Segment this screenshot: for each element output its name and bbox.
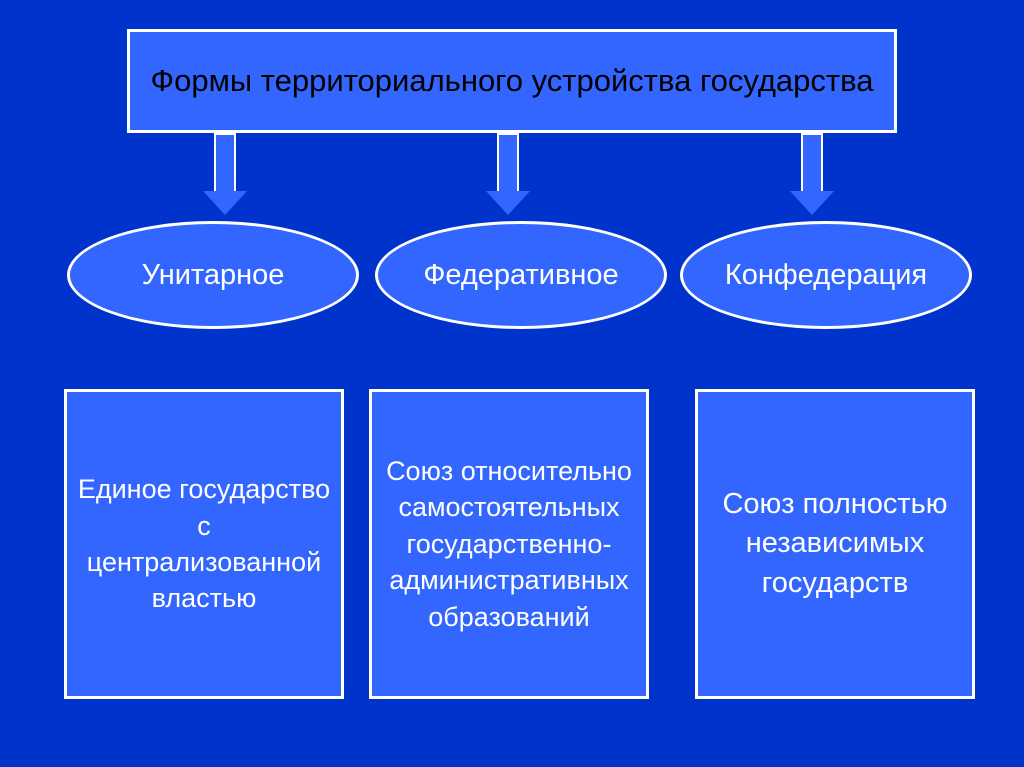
arrow-2 xyxy=(486,133,530,215)
arrow-head xyxy=(486,191,530,215)
desc-text: Союз относительно самостоятельных госуда… xyxy=(382,453,636,635)
title-text: Формы территориального устройства госуда… xyxy=(151,61,874,101)
arrow-head xyxy=(203,191,247,215)
desc-text: Союз полностью независимых государств xyxy=(708,485,962,602)
ellipse-confederation: Конфедерация xyxy=(680,221,972,329)
desc-confederation: Союз полностью независимых государств xyxy=(695,389,975,699)
arrow-3 xyxy=(790,133,834,215)
arrow-shaft xyxy=(801,133,823,191)
slide: Формы территориального устройства госуда… xyxy=(0,0,1024,767)
desc-unitary: Единое государство с централизованной вл… xyxy=(64,389,344,699)
ellipse-label: Конфедерация xyxy=(725,259,927,292)
arrow-head xyxy=(790,191,834,215)
arrow-shaft xyxy=(214,133,236,191)
arrow-1 xyxy=(203,133,247,215)
ellipse-label: Унитарное xyxy=(142,259,285,292)
title-box: Формы территориального устройства госуда… xyxy=(127,29,897,133)
ellipse-unitary: Унитарное xyxy=(67,221,359,329)
desc-text: Единое государство с централизованной вл… xyxy=(77,471,331,617)
desc-federative: Союз относительно самостоятельных госуда… xyxy=(369,389,649,699)
arrow-shaft xyxy=(497,133,519,191)
ellipse-label: Федеративное xyxy=(423,259,618,292)
ellipse-federative: Федеративное xyxy=(375,221,667,329)
